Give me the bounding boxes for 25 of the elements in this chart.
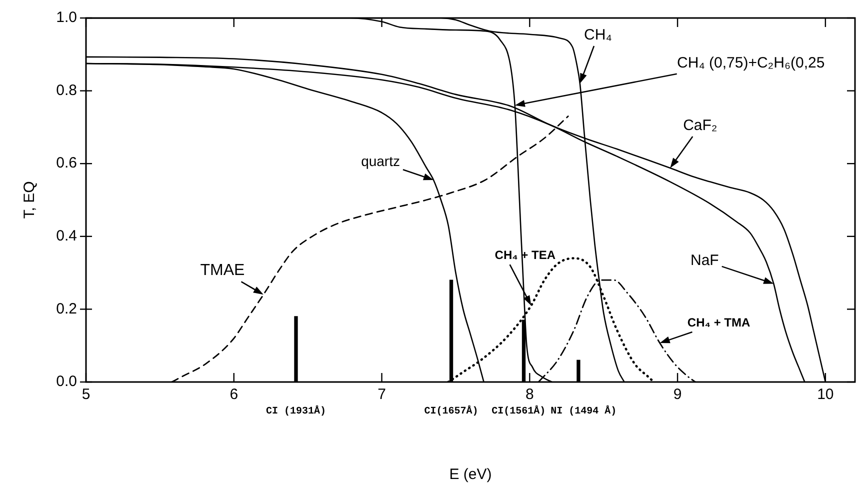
x-tick-label: 7: [378, 386, 386, 404]
series-label: TMAE: [200, 262, 245, 280]
text: NaF: [690, 252, 719, 269]
y-tick-label: 0.4: [56, 228, 77, 245]
x-axis-title: E (eV): [449, 466, 492, 484]
y-tick-label: 0.8: [56, 82, 77, 99]
text: CaF₂: [683, 117, 718, 134]
annotation: CI(1657Å): [424, 404, 478, 418]
x-tick-label: 6: [230, 386, 238, 404]
y-tick-label: 1.0: [56, 9, 77, 26]
y-axis-title: T, EQ: [21, 181, 38, 219]
x-tick-label: 10: [817, 386, 834, 404]
text: CH₄ + TMA: [687, 315, 750, 330]
y-tick-label: 0.2: [56, 300, 77, 318]
series-label: quartz: [361, 152, 400, 169]
x-tick-label: 5: [82, 386, 90, 404]
y-tick-label: 0.0: [56, 373, 77, 390]
series-label: CH₄: [584, 26, 612, 44]
text: CH₄ (0,75)+C₂H₆(0,25: [677, 54, 825, 72]
x-tick-label: 9: [673, 386, 682, 404]
x-tick-label: 8: [525, 386, 534, 404]
annotation: CI (1931Å): [266, 404, 326, 418]
y-tick-label: 0.6: [56, 154, 77, 172]
annotation: NI (1494 Å): [550, 404, 617, 418]
annotation: CI(1561Å): [492, 404, 546, 418]
